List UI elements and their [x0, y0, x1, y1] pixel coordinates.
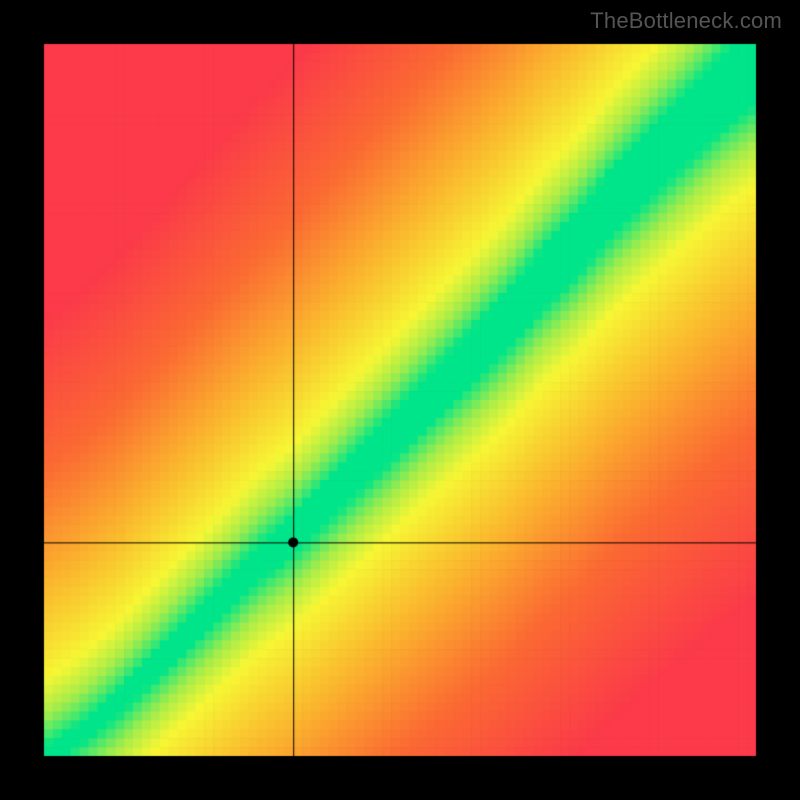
bottleneck-heatmap [0, 0, 800, 800]
chart-container: TheBottleneck.com [0, 0, 800, 800]
watermark-text: TheBottleneck.com [590, 8, 782, 34]
